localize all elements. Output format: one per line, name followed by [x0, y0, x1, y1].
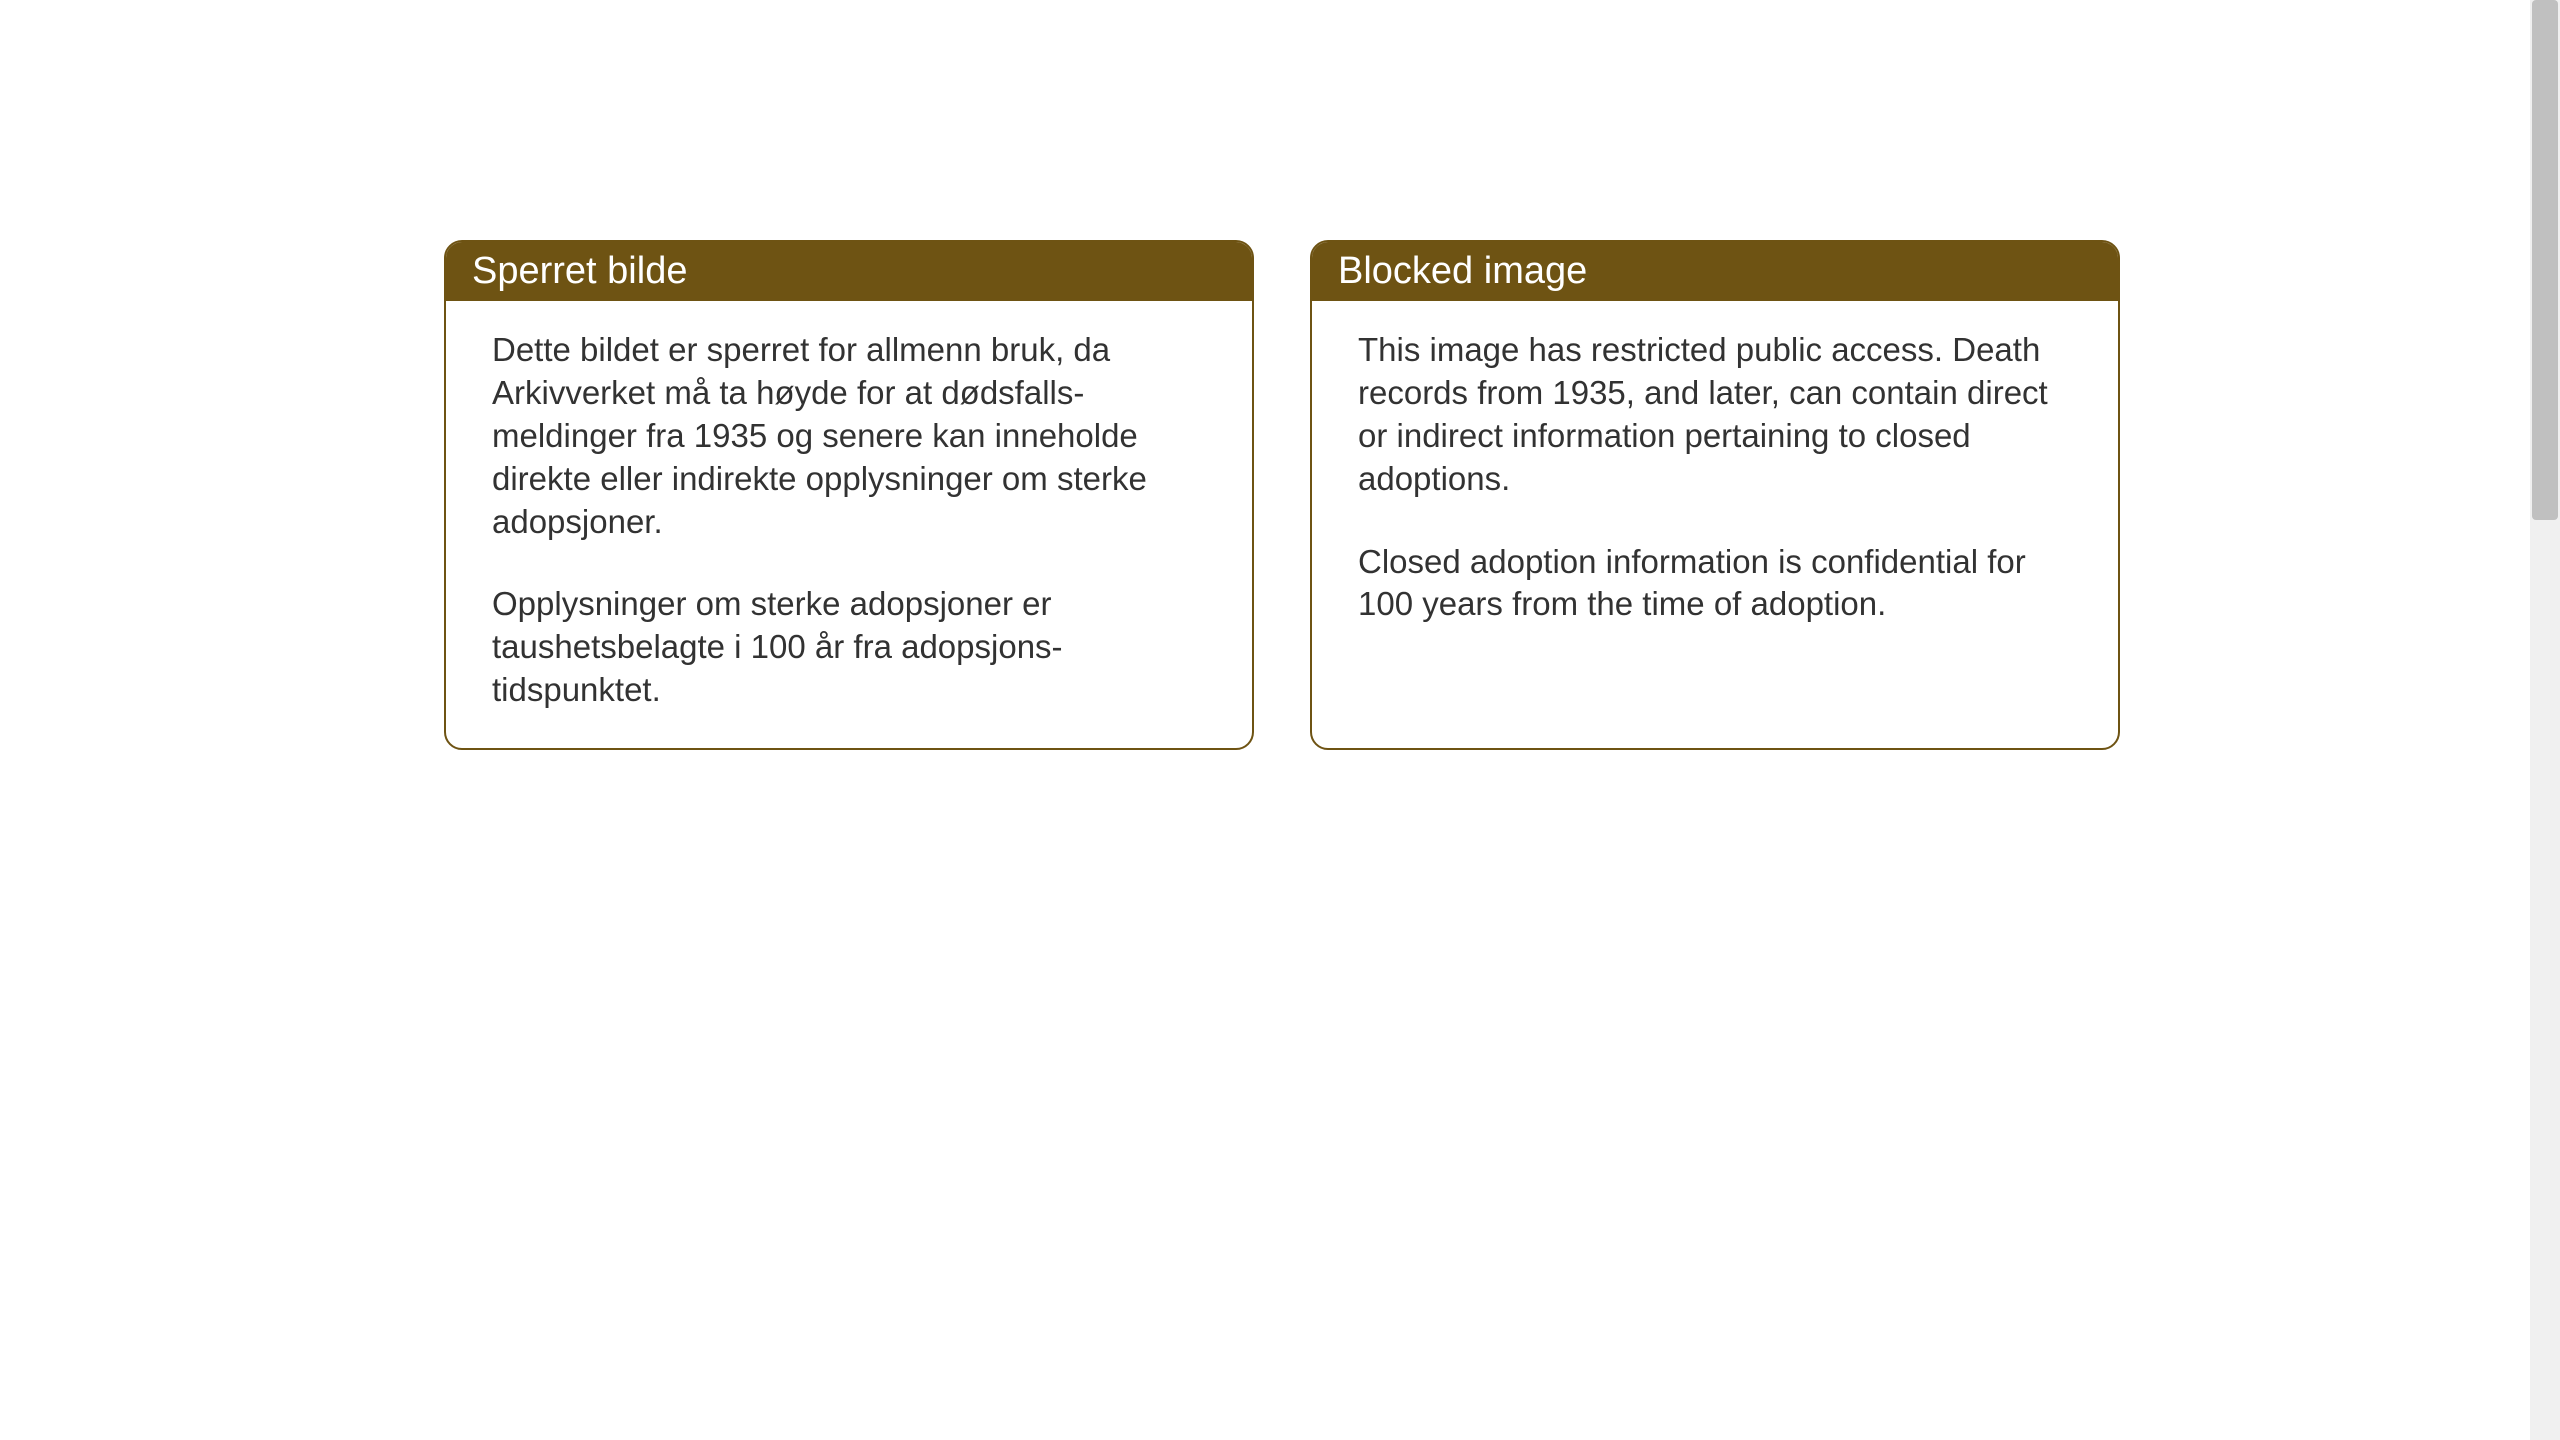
notice-container: Sperret bilde Dette bildet er sperret fo… [444, 240, 2120, 750]
vertical-scrollbar-thumb[interactable] [2532, 0, 2558, 520]
norwegian-paragraph-1: Dette bildet er sperret for allmenn bruk… [492, 329, 1206, 543]
norwegian-notice-body: Dette bildet er sperret for allmenn bruk… [446, 301, 1252, 748]
norwegian-notice-card: Sperret bilde Dette bildet er sperret fo… [444, 240, 1254, 750]
english-notice-card: Blocked image This image has restricted … [1310, 240, 2120, 750]
english-paragraph-1: This image has restricted public access.… [1358, 329, 2072, 501]
norwegian-notice-title: Sperret bilde [446, 242, 1252, 301]
english-notice-title: Blocked image [1312, 242, 2118, 301]
norwegian-paragraph-2: Opplysninger om sterke adopsjoner er tau… [492, 583, 1206, 712]
english-notice-body: This image has restricted public access.… [1312, 301, 2118, 662]
vertical-scrollbar-track[interactable] [2530, 0, 2560, 1440]
english-paragraph-2: Closed adoption information is confident… [1358, 541, 2072, 627]
